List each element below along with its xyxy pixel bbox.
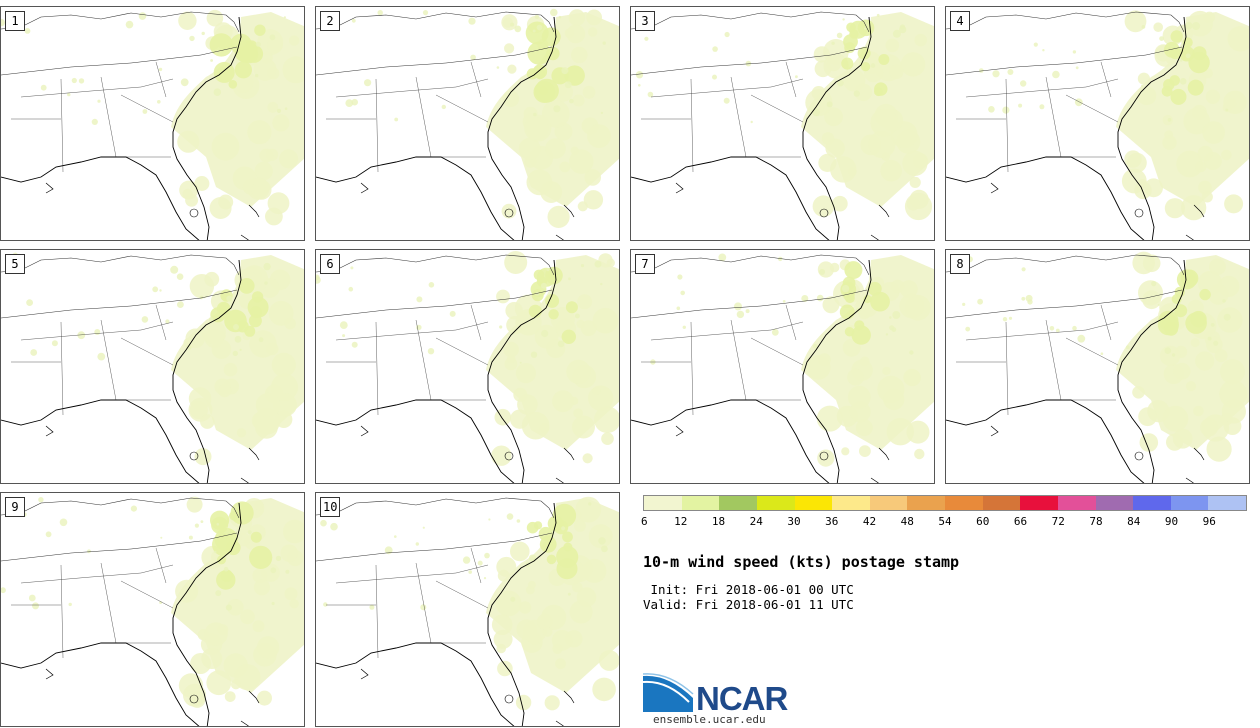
ensemble-member-map: 9	[0, 492, 305, 727]
southeast-us-map	[946, 10, 1249, 240]
ensemble-member-map: 3	[630, 6, 935, 241]
colorbar-tick-label: 96	[1202, 515, 1216, 528]
southeast-us-map	[1, 252, 304, 483]
colorbar-tick-label: 78	[1089, 515, 1103, 528]
ensemble-member-map: 7	[630, 249, 935, 484]
member-number-label: 8	[950, 254, 970, 274]
colorbar-tick-label: 24	[749, 515, 763, 528]
logo-url: ensemble.ucar.edu	[653, 713, 766, 726]
colorbar-swatch	[869, 496, 908, 510]
southeast-us-map	[1, 496, 304, 726]
member-number-label: 10	[320, 497, 341, 517]
ensemble-member-map: 1	[0, 6, 305, 241]
member-number-label: 4	[950, 11, 970, 31]
colorbar	[643, 495, 1247, 511]
colorbar-tick-label: 30	[787, 515, 801, 528]
colorbar-swatch	[644, 496, 682, 510]
member-number-label: 3	[635, 11, 655, 31]
colorbar-swatch	[719, 496, 757, 510]
colorbar-tick-label: 84	[1127, 515, 1141, 528]
colorbar-swatch	[982, 496, 1021, 510]
colorbar-tick-label: 72	[1051, 515, 1065, 528]
ncar-logo-icon	[643, 673, 694, 712]
member-number-label: 2	[320, 11, 340, 31]
colorbar-tick-label: 18	[711, 515, 726, 528]
ensemble-member-map: 6	[315, 249, 620, 484]
member-number-label: 1	[5, 11, 25, 31]
colorbar-tick-label: 48	[900, 515, 914, 528]
colorbar-tick-label: 54	[938, 515, 952, 528]
colorbar-tick-label: 42	[862, 515, 877, 528]
colorbar-swatch	[794, 496, 833, 510]
colorbar-swatch	[945, 496, 983, 510]
ensemble-member-map: 4	[945, 6, 1250, 241]
southeast-us-map	[631, 11, 934, 240]
ensemble-member-map: 10	[315, 492, 620, 727]
colorbar-swatch	[832, 496, 870, 510]
southeast-us-map	[631, 253, 934, 483]
valid-time: Valid: Fri 2018-06-01 11 UTC	[643, 597, 854, 612]
ensemble-member-map: 8	[945, 249, 1250, 484]
southeast-us-map	[946, 251, 1249, 483]
colorbar-tick-label: 36	[825, 515, 839, 528]
colorbar-tick-label: 6	[641, 515, 648, 528]
colorbar-tick-label: 66	[1013, 515, 1028, 528]
southeast-us-map	[1, 9, 304, 240]
colorbar-tick-label: 60	[976, 515, 990, 528]
colorbar-swatch	[1170, 496, 1209, 510]
southeast-us-map	[316, 8, 619, 240]
colorbar-swatch	[681, 496, 720, 510]
member-number-label: 5	[5, 254, 25, 274]
colorbar-tick-label: 90	[1164, 515, 1179, 528]
colorbar-swatch	[1057, 496, 1096, 510]
init-time: Init: Fri 2018-06-01 00 UTC	[643, 582, 854, 597]
member-number-label: 6	[320, 254, 340, 274]
ensemble-member-map: 2	[315, 6, 620, 241]
logo-text: NCAR	[696, 680, 788, 717]
chart-title: 10-m wind speed (kts) postage stamp	[643, 553, 960, 571]
colorbar-swatch	[756, 496, 795, 510]
southeast-us-map	[316, 496, 619, 726]
colorbar-swatch	[1095, 496, 1134, 510]
member-number-label: 9	[5, 497, 25, 517]
ensemble-member-map: 5	[0, 249, 305, 484]
southeast-us-map	[316, 251, 619, 483]
colorbar-swatch	[1020, 496, 1058, 510]
colorbar-swatch	[1133, 496, 1171, 510]
colorbar-tick-label: 12	[674, 515, 688, 528]
colorbar-swatch	[907, 496, 945, 510]
colorbar-labels: 6 12 18 24 30 36 42 48 54 60 66 72 78 84 90 96	[641, 515, 1247, 529]
colorbar-swatch	[1208, 496, 1246, 510]
member-number-label: 7	[635, 254, 655, 274]
